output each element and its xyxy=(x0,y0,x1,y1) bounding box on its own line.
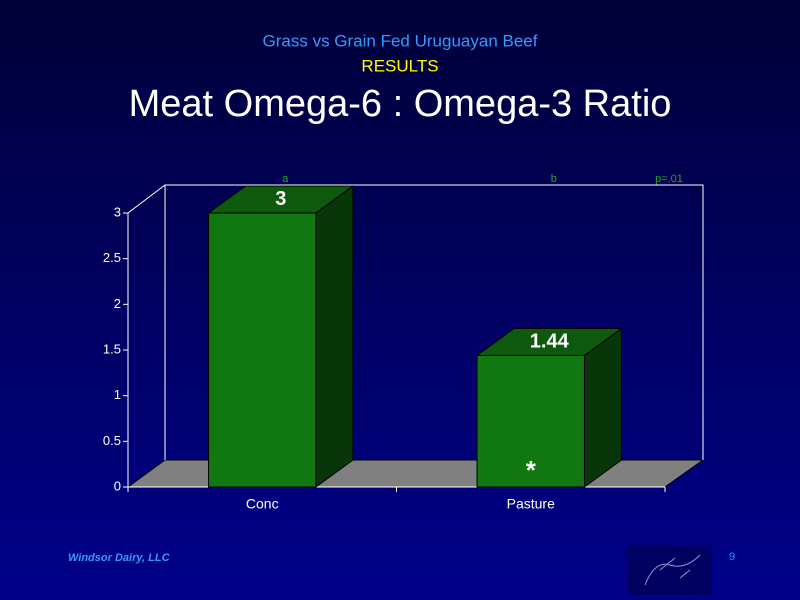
significance-marker: * xyxy=(526,455,537,485)
bar xyxy=(208,212,317,488)
logo xyxy=(628,545,712,595)
group-label: b xyxy=(551,173,557,185)
significance-label: p=.01 xyxy=(655,173,683,185)
y-tick-label: 2 xyxy=(114,296,121,311)
page-number: 9 xyxy=(729,551,735,563)
chart-title: Meat Omega-6 : Omega-3 Ratio xyxy=(129,83,672,125)
y-tick-label: 3 xyxy=(114,204,121,219)
y-tick-label: 1.5 xyxy=(103,341,121,356)
value-label: 1.44 xyxy=(530,330,570,352)
bar xyxy=(476,354,585,488)
bar-side xyxy=(315,185,354,488)
value-label: 3 xyxy=(275,188,286,210)
bar-side xyxy=(583,327,622,488)
footer-company: Windsor Dairy, LLC xyxy=(68,552,171,564)
y-tick-label: 0.5 xyxy=(103,433,121,448)
x-tick-label: Conc xyxy=(246,496,279,512)
x-tick-label: Pasture xyxy=(507,496,555,512)
y-tick-label: 2.5 xyxy=(103,250,121,265)
logo-sketch xyxy=(644,554,701,586)
subtitle: RESULTS xyxy=(361,56,438,75)
y-tick-label: 0 xyxy=(114,478,121,493)
supertitle: Grass vs Grain Fed Uruguayan Beef xyxy=(263,31,538,50)
y-tick-label: 1 xyxy=(114,387,121,402)
group-label: a xyxy=(282,173,289,185)
